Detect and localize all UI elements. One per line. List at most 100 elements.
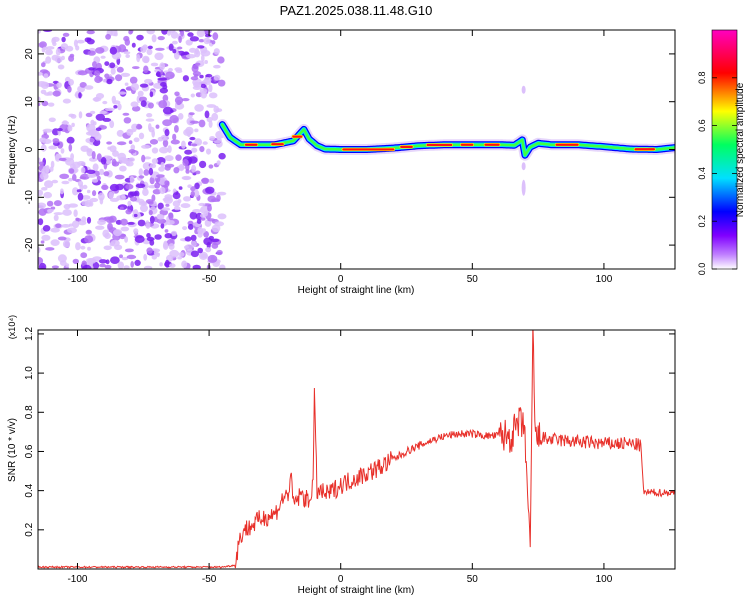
snr-x-tick-label: 100 (596, 574, 613, 585)
noise-speck (104, 264, 112, 269)
noise-speck (198, 39, 205, 43)
noise-speck (154, 52, 164, 61)
noise-speck (204, 110, 210, 119)
noise-speck (42, 165, 50, 174)
snr-panel: -100 -50 0 50 100 0.2 0.4 0.6 0.8 1.0 1.2 Height o… (7, 315, 676, 596)
noise-speck (161, 30, 168, 35)
noise-speck (143, 156, 152, 160)
noise-speck (216, 160, 221, 166)
noise-speck (113, 229, 123, 237)
noise-speck (142, 44, 148, 51)
noise-speck (54, 153, 61, 162)
noise-speck (68, 143, 73, 152)
noise-speck (95, 225, 105, 230)
noise-speck (205, 247, 212, 253)
noise-speck (38, 157, 41, 164)
noise-speck (58, 157, 67, 162)
noise-speck (149, 91, 154, 98)
noise-speck (129, 76, 138, 85)
noise-speck (162, 94, 169, 102)
noise-speck (133, 137, 140, 143)
noise-speck (136, 34, 144, 41)
noise-speck (180, 203, 191, 209)
noise-speck (156, 174, 165, 178)
noise-speck (146, 233, 151, 238)
snr-x-tick-label: 50 (467, 574, 479, 585)
noise-speck (72, 258, 80, 264)
noise-speck (141, 144, 151, 149)
ridge-artifact (521, 85, 526, 94)
noise-speck (110, 256, 120, 265)
noise-speck (199, 146, 205, 153)
noise-speck (116, 141, 127, 146)
noise-speck (188, 112, 195, 116)
noise-speck (142, 188, 149, 197)
spectrogram-x-tick-label: 0 (338, 274, 344, 285)
noise-speck (80, 245, 86, 250)
noise-speck (39, 41, 47, 49)
noise-speck (60, 43, 69, 50)
noise-speck (165, 203, 170, 207)
snr-y-tick-label: 0.2 (24, 522, 35, 536)
noise-speck (164, 259, 170, 268)
noise-speck (80, 167, 86, 174)
noise-speck (52, 90, 61, 97)
noise-speck (151, 158, 159, 164)
noise-speck (143, 265, 153, 269)
noise-speck (94, 132, 102, 141)
noise-speck (61, 180, 70, 185)
noise-speck (104, 232, 111, 239)
noise-speck (145, 199, 154, 204)
noise-speck (95, 127, 102, 131)
noise-speck (38, 71, 43, 76)
noise-speck (40, 81, 50, 90)
noise-speck (38, 161, 45, 166)
noise-speck (39, 137, 47, 143)
noise-speck (143, 169, 150, 176)
noise-speck (181, 98, 190, 102)
noise-speck (39, 172, 49, 180)
noise-speck (169, 249, 180, 258)
noise-speck (38, 30, 41, 34)
noise-speck (38, 96, 41, 102)
noise-speck (109, 46, 118, 55)
noise-speck (118, 91, 127, 95)
noise-speck (114, 32, 118, 37)
noise-speck (121, 256, 129, 261)
noise-speck (109, 120, 115, 129)
snr-series-line (38, 330, 675, 569)
noise-speck (196, 219, 202, 225)
noise-speck (132, 105, 141, 112)
noise-speck (167, 145, 172, 154)
noise-speck (217, 79, 226, 87)
noise-speck (177, 256, 183, 260)
noise-speck (127, 200, 132, 207)
noise-speck (162, 106, 173, 115)
snr-y-multiplier: (x10⁴) (7, 315, 17, 339)
noise-speck (109, 62, 116, 69)
noise-speck (174, 91, 180, 97)
noise-speck (181, 140, 186, 149)
spectrogram-y-tick-label: -10 (24, 190, 35, 205)
noise-speck (124, 38, 130, 46)
noise-speck (75, 242, 81, 251)
noise-speck (205, 186, 215, 194)
noise-speck (206, 116, 213, 123)
noise-speck (217, 56, 225, 64)
spectrogram-y-tick-label: -20 (24, 237, 35, 252)
noise-speck (131, 83, 139, 91)
noise-speck (177, 113, 184, 120)
noise-speck (174, 67, 182, 72)
noise-speck (77, 70, 88, 76)
noise-speck (41, 234, 51, 241)
noise-speck (102, 78, 108, 83)
noise-speck (85, 112, 93, 118)
noise-speck (42, 225, 51, 232)
noise-speckle (38, 30, 227, 269)
noise-speck (116, 66, 124, 73)
noise-speck (106, 217, 114, 224)
noise-speck (190, 250, 199, 258)
noise-speck (86, 216, 92, 224)
noise-speck (164, 129, 170, 137)
noise-speck (119, 206, 124, 210)
